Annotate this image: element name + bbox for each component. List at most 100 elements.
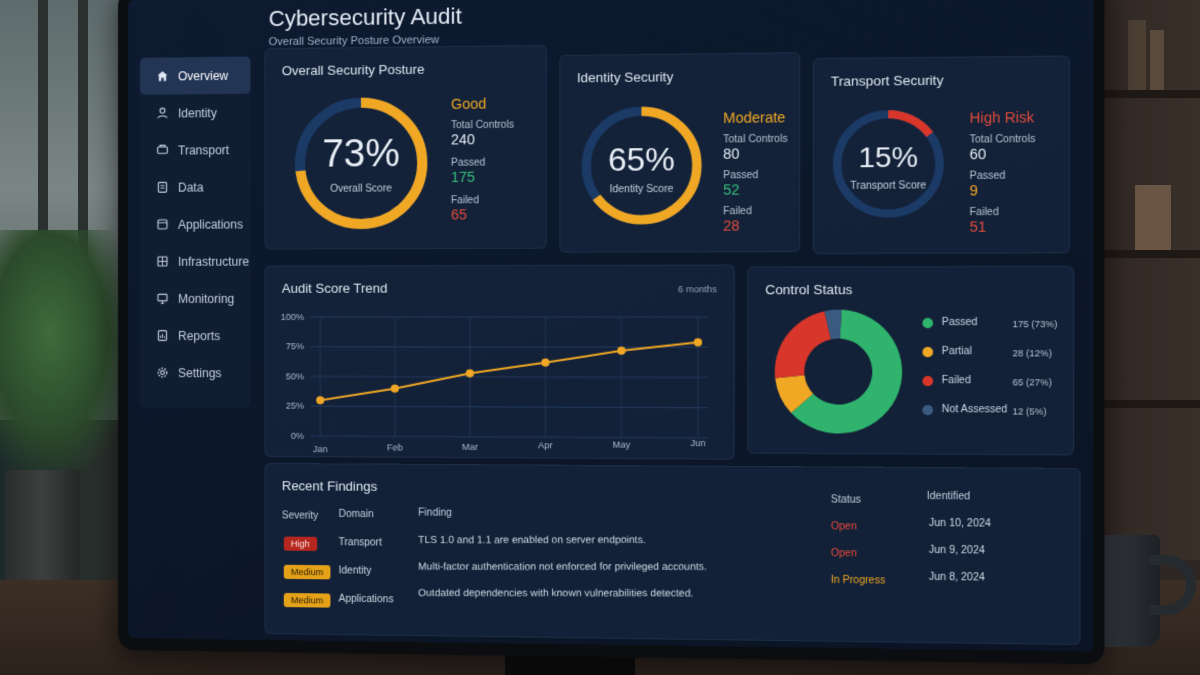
identity-security-card: Identity Security 65% Identity Score Mod…	[559, 52, 800, 252]
data-point[interactable]	[466, 369, 474, 377]
legend-label: Partial	[942, 346, 972, 357]
status-badge: High Risk	[970, 109, 1036, 126]
control-status-card: Control Status Passed 175 (73%) Partial 28 …	[747, 266, 1074, 456]
legend-value: 12 (5%)	[1013, 406, 1047, 417]
transport-score-value: 15%	[829, 141, 948, 175]
legend-item[interactable]: Passed	[922, 317, 977, 328]
gridline	[310, 376, 708, 377]
y-tick-label: 50%	[286, 371, 304, 381]
legend-value: 28 (12%)	[1013, 348, 1052, 358]
sidebar-item-label: Transport	[178, 143, 229, 157]
status-badge: Moderate	[723, 109, 787, 126]
sidebar-item-label: Settings	[178, 366, 222, 380]
y-tick-label: 100%	[281, 312, 304, 322]
legend-label: Not Assessed	[942, 404, 1008, 416]
passed-value: 52	[723, 181, 787, 198]
sidebar-item-label: Applications	[178, 217, 243, 231]
finding-status: In Progress	[831, 575, 885, 587]
stat-label: Passed	[451, 157, 514, 169]
sidebar-item-monitoring[interactable]: Monitoring	[140, 280, 250, 317]
transport-security-card: Transport Security 15% Transport Score H…	[813, 55, 1070, 254]
severity-badge: Medium	[284, 593, 331, 608]
sidebar-item-applications[interactable]: Applications	[140, 205, 250, 243]
dashboard-screen: Cybersecurity Audit Overall Security Pos…	[128, 0, 1094, 652]
sidebar-item-infrastructure[interactable]: Infrastructure	[140, 243, 250, 280]
sidebar-item-settings[interactable]: Settings	[140, 354, 250, 391]
finding-description[interactable]: Outdated dependencies with known vulnera…	[418, 588, 693, 600]
y-tick-label: 0%	[291, 431, 304, 441]
severity-badge: Medium	[284, 565, 331, 580]
trend-line-chart: 0% 25% 50% 75% 100% Jan Feb Mar Apr May Jun	[266, 266, 736, 461]
identity-score-value: 65%	[577, 141, 706, 180]
column-header-identified[interactable]: Identified	[927, 491, 970, 503]
total-controls-value: 60	[970, 145, 1036, 162]
box	[1135, 185, 1171, 250]
total-controls-value: 80	[723, 145, 787, 162]
failed-value: 65	[451, 206, 514, 223]
overall-stats: Good Total Controls 240 Passed 175 Faile…	[451, 95, 514, 222]
legend-item[interactable]: Failed	[922, 375, 970, 387]
legend-swatch	[922, 317, 933, 327]
gear-icon	[154, 365, 170, 381]
sidebar-item-data[interactable]: Data	[140, 168, 250, 206]
sidebar-item-label: Reports	[178, 329, 220, 343]
legend-value: 175 (73%)	[1013, 319, 1058, 329]
data-icon	[154, 179, 170, 195]
data-point[interactable]	[391, 385, 399, 393]
infrastructure-icon	[154, 253, 170, 269]
legend-item[interactable]: Not Assessed	[922, 404, 1007, 416]
sidebar-item-reports[interactable]: Reports	[140, 317, 250, 354]
finding-date: Jun 9, 2024	[929, 545, 985, 557]
finding-description[interactable]: TLS 1.0 and 1.1 are enabled on server en…	[418, 535, 646, 546]
card-title: Transport Security	[831, 72, 944, 89]
passed-value: 175	[451, 168, 514, 185]
column-header-severity[interactable]: Severity	[282, 510, 319, 521]
x-tick-label: Apr	[538, 441, 552, 451]
sidebar-item-transport[interactable]: Transport	[140, 131, 250, 169]
identity-stats: Moderate Total Controls 80 Passed 52 Fai…	[723, 109, 787, 234]
data-point[interactable]	[617, 347, 625, 355]
legend-swatch	[922, 375, 933, 385]
page-title: Cybersecurity Audit	[269, 3, 462, 32]
book	[1150, 30, 1164, 90]
reports-icon	[154, 328, 170, 344]
legend-label: Passed	[942, 317, 978, 328]
finding-domain: Applications	[339, 594, 394, 606]
control-status-legend: Passed 175 (73%) Partial 28 (12%) Failed 65 (…	[748, 267, 1073, 268]
column-header-domain[interactable]: Domain	[339, 509, 374, 520]
plant-pot	[5, 470, 80, 585]
card-title: Overall Security Posture	[282, 62, 425, 79]
sidebar-item-overview[interactable]: Overview	[140, 56, 250, 94]
finding-date: Jun 8, 2024	[929, 572, 985, 584]
finding-description[interactable]: Multi-factor authentication not enforced…	[418, 562, 707, 573]
column-header-finding[interactable]: Finding	[418, 507, 452, 518]
data-point[interactable]	[694, 338, 702, 346]
transport-score-label: Transport Score	[829, 180, 948, 192]
transport-stats: High Risk Total Controls 60 Passed 9 Fai…	[970, 109, 1036, 235]
data-point[interactable]	[316, 396, 324, 404]
stat-label: Passed	[970, 170, 1036, 182]
column-header-status[interactable]: Status	[831, 494, 861, 506]
monitor: Cybersecurity Audit Overall Security Pos…	[118, 0, 1104, 664]
stat-label: Failed	[451, 195, 514, 206]
overall-score-value: 73%	[290, 132, 433, 176]
finding-status: Open	[831, 521, 857, 533]
card-title: Identity Security	[577, 69, 673, 85]
x-tick-label: Mar	[462, 442, 478, 452]
legend-swatch	[922, 404, 933, 414]
overall-score-label: Overall Score	[290, 183, 433, 195]
failed-value: 51	[970, 218, 1036, 235]
severity-badge: High	[284, 537, 317, 551]
legend-value: 65 (27%)	[1013, 377, 1052, 388]
sidebar-item-label: Infrastructure	[178, 254, 249, 268]
stat-label: Passed	[723, 170, 787, 182]
overall-score-gauge: 73% Overall Score	[290, 92, 433, 234]
legend-item[interactable]: Partial	[922, 346, 972, 357]
data-point[interactable]	[541, 359, 549, 367]
finding-domain: Identity	[339, 565, 372, 576]
control-status-donut	[769, 304, 907, 438]
sidebar-item-identity[interactable]: Identity	[140, 94, 250, 132]
x-tick-label: Jun	[690, 438, 705, 448]
stat-label: Total Controls	[723, 134, 787, 146]
donut-slice-failed[interactable]	[775, 311, 831, 378]
